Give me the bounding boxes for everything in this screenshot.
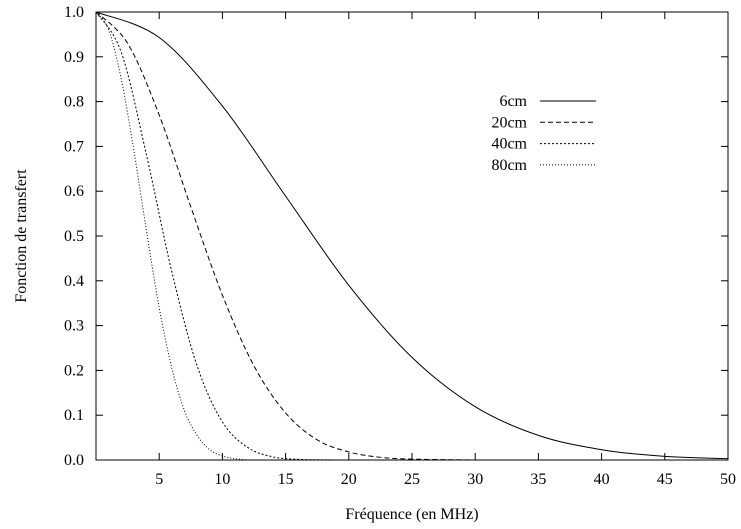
legend-label: 6cm — [499, 93, 527, 110]
series-layer — [95, 11, 729, 461]
y-axis-ticks: 0.0 0.1 0.2 0.3 0.4 0.5 0.6 0.7 0.8 0.9 1.0 — [64, 4, 728, 469]
x-tick-label: 45 — [657, 471, 673, 488]
y-axis-title: Fonction de transfert — [13, 169, 30, 303]
x-tick-label: 20 — [341, 471, 357, 488]
y-tick-label: 0.4 — [64, 273, 84, 290]
x-tick-label: 25 — [404, 471, 420, 488]
x-tick-label: 10 — [214, 471, 230, 488]
y-tick-label: 0.0 — [64, 452, 84, 469]
x-tick-label: 5 — [155, 471, 163, 488]
legend-label: 80cm — [491, 157, 527, 174]
series-line-80cm — [95, 11, 248, 461]
legend-label: 40cm — [491, 136, 527, 153]
y-tick-label: 0.1 — [64, 407, 84, 424]
series-line-40cm — [95, 11, 349, 461]
y-tick-label: 0.6 — [64, 183, 84, 200]
series-line-6cm — [95, 11, 729, 460]
x-tick-label: 30 — [467, 471, 483, 488]
y-tick-label: 1.0 — [64, 4, 84, 21]
x-tick-label: 40 — [594, 471, 610, 488]
y-tick-label: 0.5 — [64, 228, 84, 245]
series-line-20cm — [95, 11, 476, 461]
x-axis-title: Fréquence (en MHz) — [345, 506, 478, 523]
y-tick-label: 0.8 — [64, 94, 84, 111]
x-tick-label: 15 — [278, 471, 294, 488]
legend: 6cm 20cm 40cm 80cm — [491, 93, 596, 174]
plot-frame — [95, 11, 729, 461]
x-tick-label: 35 — [530, 471, 546, 488]
x-tick-label: 50 — [720, 471, 736, 488]
y-tick-label: 0.3 — [64, 318, 84, 335]
y-tick-label: 0.9 — [64, 49, 84, 66]
y-tick-label: 0.2 — [64, 362, 84, 379]
y-tick-label: 0.7 — [64, 138, 84, 155]
plot-border — [95, 11, 729, 461]
x-axis-ticks: 5 10 15 20 25 30 35 40 45 50 — [155, 12, 736, 488]
legend-label: 20cm — [491, 114, 527, 131]
